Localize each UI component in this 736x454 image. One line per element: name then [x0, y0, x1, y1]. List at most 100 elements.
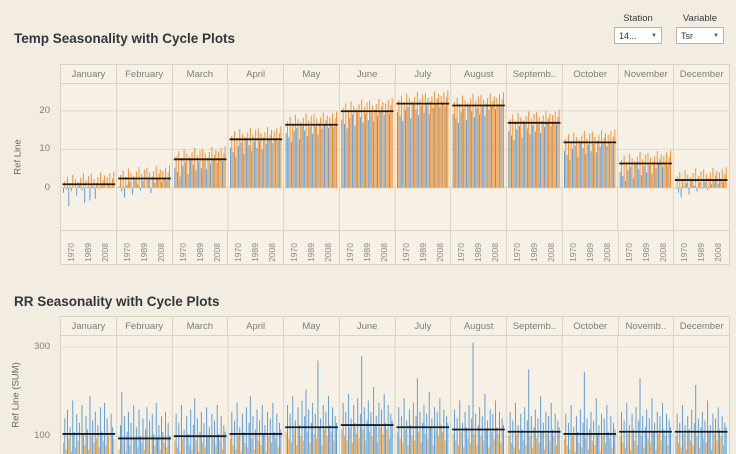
bar[interactable] [434, 407, 436, 454]
bar[interactable] [248, 145, 250, 188]
bar[interactable] [537, 124, 539, 188]
bar[interactable] [574, 145, 576, 188]
bar[interactable] [347, 109, 349, 188]
bar[interactable] [318, 122, 320, 188]
bar[interactable] [415, 416, 417, 454]
bar[interactable] [190, 409, 192, 454]
bar[interactable] [182, 438, 184, 454]
bar[interactable] [121, 391, 123, 454]
bar[interactable] [179, 176, 181, 188]
bar[interactable] [487, 98, 489, 188]
bar[interactable] [675, 187, 677, 189]
bar[interactable] [439, 107, 441, 188]
bar[interactable] [510, 135, 512, 188]
bar[interactable] [536, 438, 538, 454]
bar[interactable] [565, 138, 567, 188]
bar[interactable] [135, 427, 137, 454]
bar[interactable] [567, 422, 569, 454]
bar[interactable] [385, 103, 386, 188]
bar[interactable] [180, 405, 182, 454]
bar[interactable] [354, 125, 356, 188]
bar[interactable] [157, 179, 159, 188]
bar[interactable] [542, 115, 544, 188]
bar[interactable] [428, 113, 430, 188]
bar[interactable] [208, 427, 210, 454]
bar[interactable] [174, 440, 176, 454]
bar[interactable] [233, 131, 235, 188]
bar[interactable] [175, 155, 177, 188]
bar[interactable] [153, 433, 155, 454]
bar[interactable] [84, 445, 86, 454]
bar[interactable] [521, 429, 523, 454]
bar[interactable] [638, 420, 640, 454]
bar[interactable] [129, 445, 131, 454]
bar[interactable] [443, 92, 445, 188]
bar[interactable] [544, 449, 546, 454]
bar[interactable] [214, 154, 216, 188]
bar[interactable] [492, 413, 494, 454]
bar[interactable] [528, 111, 530, 188]
bar[interactable] [163, 177, 165, 188]
bar[interactable] [627, 433, 629, 454]
bar[interactable] [86, 429, 88, 454]
bar[interactable] [605, 442, 607, 454]
bar[interactable] [442, 431, 443, 454]
bar[interactable] [260, 445, 262, 454]
bar[interactable] [546, 123, 548, 188]
bar[interactable] [426, 105, 428, 188]
bar[interactable] [648, 418, 650, 454]
bar[interactable] [222, 161, 223, 188]
bar[interactable] [362, 429, 364, 454]
bar[interactable] [699, 182, 701, 188]
bar[interactable] [76, 187, 78, 196]
bar[interactable] [582, 422, 584, 454]
bar[interactable] [526, 420, 528, 454]
bar[interactable] [265, 143, 267, 188]
bar[interactable] [530, 416, 532, 454]
bar[interactable] [577, 431, 579, 454]
bar[interactable] [230, 438, 231, 454]
bar[interactable] [134, 438, 136, 454]
bar[interactable] [512, 114, 514, 188]
bar[interactable] [570, 405, 572, 454]
bar[interactable] [167, 172, 169, 188]
bar[interactable] [415, 109, 417, 188]
bar[interactable] [696, 436, 698, 454]
bar[interactable] [644, 427, 646, 454]
bar[interactable] [526, 128, 528, 188]
bar[interactable] [305, 113, 307, 188]
bar[interactable] [378, 98, 380, 188]
bar[interactable] [243, 153, 245, 188]
bar[interactable] [334, 118, 336, 188]
bar[interactable] [553, 121, 555, 188]
bar[interactable] [333, 440, 335, 454]
bar[interactable] [285, 133, 287, 188]
bar[interactable] [130, 173, 132, 188]
bar[interactable] [666, 152, 667, 188]
bar[interactable] [427, 438, 429, 454]
bar[interactable] [288, 137, 290, 188]
bar[interactable] [145, 429, 147, 454]
bar[interactable] [513, 447, 515, 454]
bar[interactable] [257, 440, 259, 454]
month-header[interactable]: December [673, 317, 729, 335]
bar[interactable] [438, 94, 440, 188]
bar[interactable] [516, 129, 518, 188]
bar[interactable] [328, 128, 330, 188]
bar[interactable] [239, 129, 241, 188]
bar[interactable] [251, 438, 253, 454]
bar[interactable] [264, 425, 266, 454]
bar[interactable] [102, 440, 104, 454]
bar[interactable] [522, 120, 524, 188]
bar[interactable] [249, 127, 251, 188]
bar[interactable] [290, 142, 292, 188]
bar[interactable] [216, 162, 218, 188]
bar[interactable] [530, 118, 532, 188]
bar[interactable] [720, 436, 722, 454]
bar[interactable] [119, 425, 121, 454]
month-header[interactable]: Novemb.. [617, 317, 674, 335]
bar[interactable] [594, 136, 596, 188]
bar[interactable] [640, 436, 642, 454]
bar[interactable] [351, 442, 353, 454]
bar[interactable] [644, 154, 646, 188]
